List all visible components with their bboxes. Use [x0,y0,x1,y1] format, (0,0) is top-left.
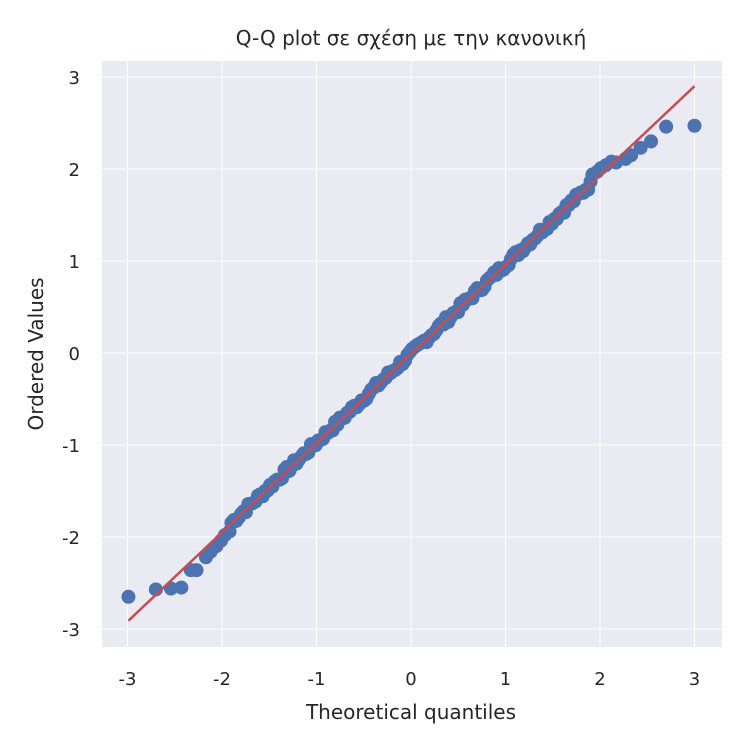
data-point [687,118,702,133]
y-tick-label: 2 [69,160,80,181]
fit-line [127,85,696,622]
chart-title: Q-Q plot σε σχέση με την κανονική [236,26,587,50]
y-tick-label: -2 [62,528,80,549]
y-tick-label: 1 [69,252,80,273]
x-tick-label: 1 [500,669,511,690]
data-point [624,148,639,163]
data-point [659,119,674,134]
data-point [174,580,189,595]
data-point [644,134,659,149]
data-point [189,563,204,578]
x-tick-label: 2 [594,669,605,690]
y-tick-label: 0 [69,344,80,365]
y-axis-label: Ordered Values [24,277,48,430]
y-tick-label: 3 [69,68,80,89]
x-tick-label: -2 [213,669,231,690]
y-tick-label: -1 [62,436,80,457]
y-tick-label: -3 [62,620,80,641]
x-tick-labels: -3 -2 -1 0 1 2 3 [119,669,701,690]
x-tick-label: 3 [689,669,700,690]
x-tick-label: 0 [405,669,416,690]
x-tick-label: -3 [119,669,137,690]
x-axis-label: Theoretical quantiles [305,700,516,724]
x-tick-label: -1 [308,669,326,690]
data-point [633,140,648,155]
data-point [121,589,136,604]
y-tick-labels: -3 -2 -1 0 1 2 3 [62,68,80,641]
